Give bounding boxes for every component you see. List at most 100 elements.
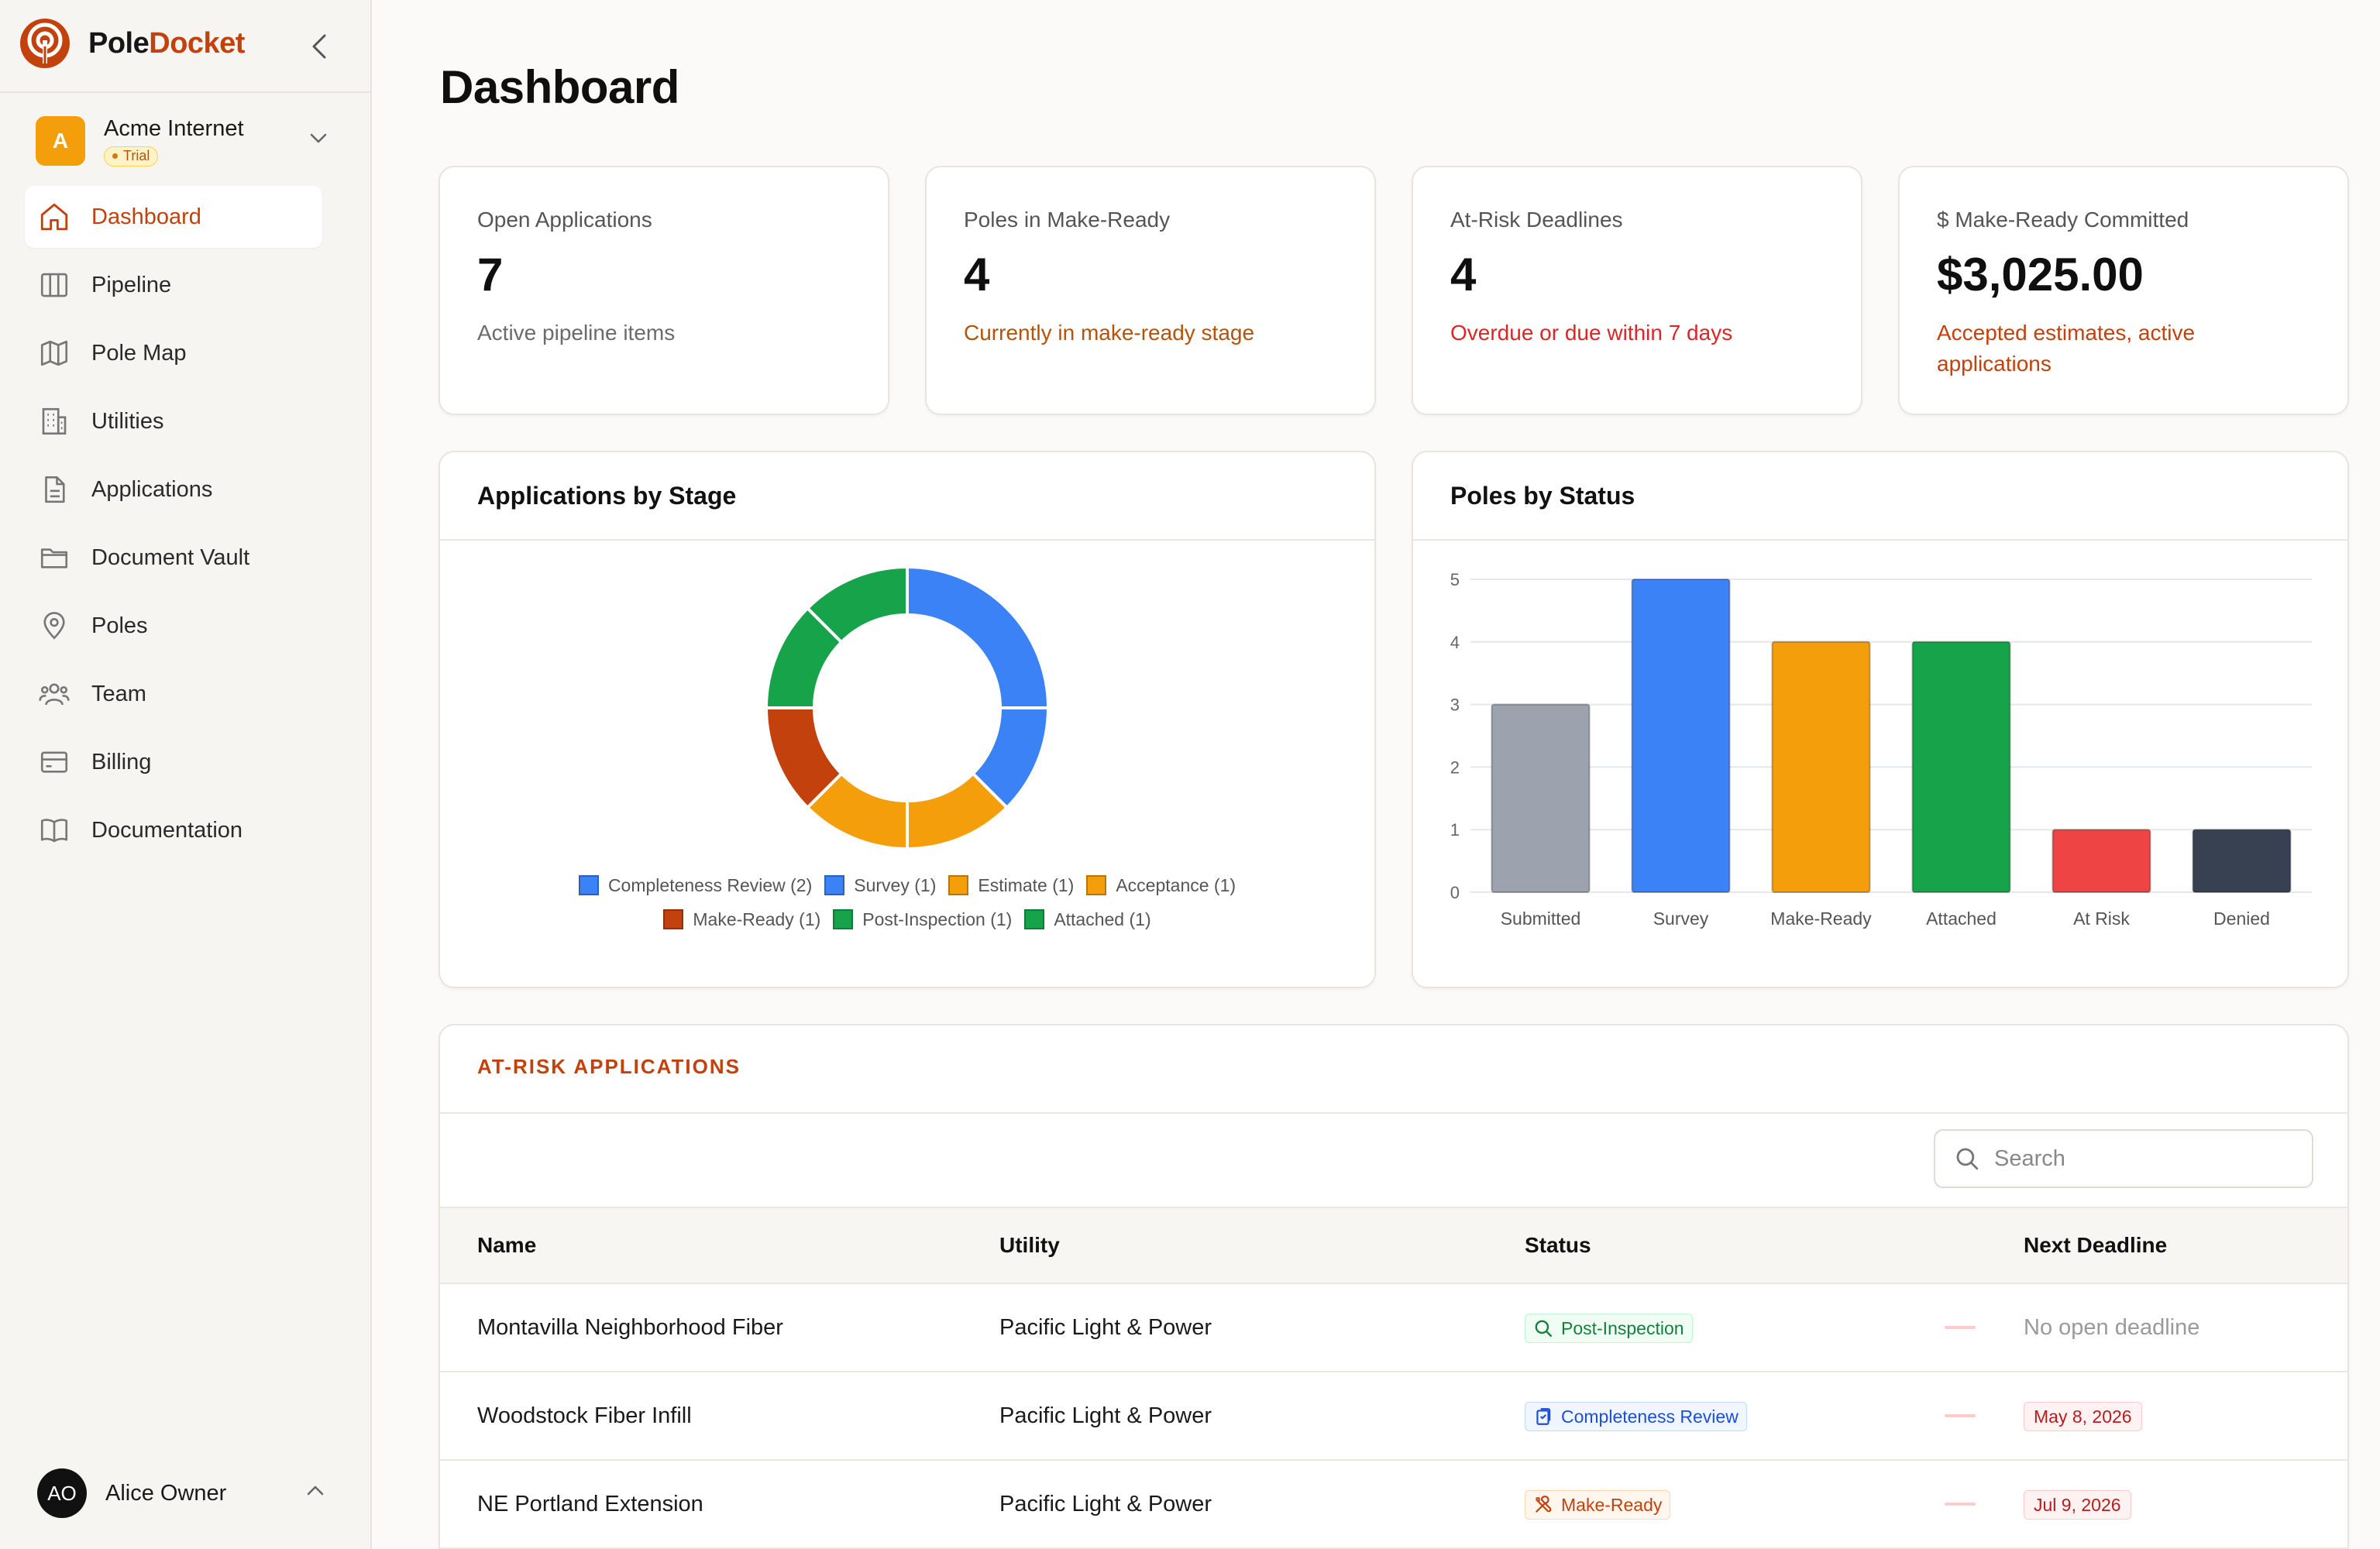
kpi-card-make-ready-committed: $ Make-Ready Committed $3,025.00 Accepte… xyxy=(1898,166,2349,415)
org-switcher[interactable]: A Acme Internet Trial xyxy=(36,113,346,169)
collapse-sidebar-button[interactable] xyxy=(304,31,335,62)
column-header-next-deadline[interactable]: Next Deadline xyxy=(2024,1233,2168,1257)
kpi-label: At-Risk Deadlines xyxy=(1450,208,1623,232)
legend-label: Attached (1) xyxy=(1054,908,1151,929)
x-tick-label: Survey xyxy=(1653,908,1709,929)
legend-item[interactable]: Make-Ready (1) xyxy=(663,906,820,932)
tools-icon xyxy=(1536,1496,1552,1513)
bar-make-ready[interactable] xyxy=(1771,641,1871,894)
x-tick-label: Denied xyxy=(2213,908,2270,929)
legend-item[interactable]: Estimate (1) xyxy=(948,872,1074,898)
cell-utility: Pacific Light & Power xyxy=(999,1492,1212,1516)
legend-label: Acceptance (1) xyxy=(1116,874,1236,895)
legend-label: Completeness Review (2) xyxy=(607,874,813,895)
sidebar: PoleDocket A Acme Internet Trial Dashboa… xyxy=(0,0,372,1549)
deadline-badge: Jul 9, 2026 xyxy=(2024,1490,2131,1520)
legend-item[interactable]: Completeness Review (2) xyxy=(578,872,813,898)
risk-indicator xyxy=(1945,1503,1976,1506)
search-icon xyxy=(1956,1148,1979,1170)
kpi-subtext: Active pipeline items xyxy=(477,321,676,345)
column-header-utility[interactable]: Utility xyxy=(999,1233,1060,1257)
user-menu[interactable]: AO Alice Owner xyxy=(37,1468,339,1518)
chevron-left-icon xyxy=(312,34,326,59)
sidebar-nav: Dashboard Pipeline Pole Map Utilities Ap… xyxy=(25,186,322,867)
y-tick-label: 5 xyxy=(1450,570,1460,589)
map-pin-icon xyxy=(37,609,71,643)
bar-attached[interactable] xyxy=(1911,641,2011,894)
legend-item[interactable]: Post-Inspection (1) xyxy=(833,906,1012,932)
brand[interactable]: PoleDocket xyxy=(19,15,245,71)
donut-slice-completeness-review[interactable] xyxy=(906,567,1051,709)
table-row[interactable]: NE Portland Extension Pacific Light & Po… xyxy=(440,1461,2347,1549)
nav-item-team[interactable]: Team xyxy=(25,663,322,725)
y-tick-label: 0 xyxy=(1450,883,1460,902)
kpi-label: $ Make-Ready Committed xyxy=(1937,208,2189,232)
poledocket-logo-icon xyxy=(20,19,70,68)
kpi-label: Open Applications xyxy=(477,208,652,232)
bar-submitted[interactable] xyxy=(1491,703,1591,893)
org-avatar: A xyxy=(36,116,85,166)
cell-utility: Pacific Light & Power xyxy=(999,1315,1212,1340)
kpi-value: 4 xyxy=(1450,249,1477,301)
y-tick-label: 1 xyxy=(1450,820,1460,840)
poles-by-status-panel: Poles by Status 0 1 2 3 4 5 Submitted Survey Mak… xyxy=(1412,451,2349,988)
file-text-icon xyxy=(37,472,71,507)
nav-item-dashboard[interactable]: Dashboard xyxy=(25,186,322,248)
bar-survey[interactable] xyxy=(1631,579,1731,893)
kpi-subtext: Currently in make-ready stage xyxy=(964,321,1255,345)
map-icon xyxy=(37,336,71,370)
kpi-value: $3,025.00 xyxy=(1937,249,2144,301)
clipboard-icon xyxy=(1536,1408,1551,1425)
y-tick-label: 2 xyxy=(1450,757,1460,777)
column-header-name[interactable]: Name xyxy=(477,1233,537,1257)
nav-item-applications[interactable]: Applications xyxy=(25,459,322,520)
x-tick-label: Make-Ready xyxy=(1770,908,1872,929)
users-icon xyxy=(37,677,71,711)
trial-badge: Trial xyxy=(104,146,159,167)
search-input[interactable] xyxy=(1994,1145,2289,1172)
deadline-badge: May 8, 2026 xyxy=(2024,1402,2142,1431)
x-tick-label: Attached xyxy=(1926,908,1997,929)
y-tick-label: 4 xyxy=(1450,633,1460,652)
legend-swatch xyxy=(824,875,845,895)
bar-denied[interactable] xyxy=(2192,829,2292,894)
chevron-down-icon xyxy=(310,133,327,143)
legend-swatch xyxy=(578,875,599,895)
search-icon xyxy=(1535,1320,1552,1337)
section-title: AT-RISK APPLICATIONS xyxy=(477,1055,741,1078)
table-row[interactable]: Woodstock Fiber Infill Pacific Light & P… xyxy=(440,1372,2347,1461)
legend-swatch xyxy=(948,875,969,895)
search-box[interactable] xyxy=(1934,1129,2313,1188)
nav-item-utilities[interactable]: Utilities xyxy=(25,390,322,452)
building-icon xyxy=(37,404,71,438)
org-name: Acme Internet xyxy=(104,115,244,141)
nav-item-billing[interactable]: Billing xyxy=(25,731,322,793)
kpi-card-open-applications: Open Applications 7 Active pipeline item… xyxy=(439,166,889,415)
table-row[interactable]: Montavilla Neighborhood Fiber Pacific Li… xyxy=(440,1284,2347,1372)
cell-name[interactable]: NE Portland Extension xyxy=(477,1492,703,1516)
column-header-status[interactable]: Status xyxy=(1525,1233,1591,1257)
cell-utility: Pacific Light & Power xyxy=(999,1403,1212,1428)
legend-item[interactable]: Acceptance (1) xyxy=(1086,872,1236,898)
stage-legend: Completeness Review (2) Survey (1) Estimat… xyxy=(440,872,1374,932)
sidebar-divider xyxy=(0,91,370,93)
donut-slice-attached[interactable] xyxy=(805,567,909,644)
legend-label: Survey (1) xyxy=(854,874,937,895)
applications-by-stage-panel: Applications by Stage Completeness Revie… xyxy=(439,451,1376,988)
cell-deadline: No open deadline xyxy=(2024,1315,2200,1340)
nav-item-documentation[interactable]: Documentation xyxy=(25,799,322,861)
nav-item-poles[interactable]: Poles xyxy=(25,595,322,657)
legend-item[interactable]: Attached (1) xyxy=(1024,906,1151,932)
nav-item-document-vault[interactable]: Document Vault xyxy=(25,527,322,589)
nav-item-pole-map[interactable]: Pole Map xyxy=(25,322,322,384)
cell-name[interactable]: Montavilla Neighborhood Fiber xyxy=(477,1315,783,1340)
credit-card-icon xyxy=(37,745,71,779)
home-icon xyxy=(37,200,71,234)
nav-item-pipeline[interactable]: Pipeline xyxy=(25,254,322,316)
legend-swatch xyxy=(833,909,854,929)
status-badge: Completeness Review xyxy=(1525,1402,1747,1431)
legend-item[interactable]: Survey (1) xyxy=(824,872,936,898)
bar-at-risk[interactable] xyxy=(2052,829,2151,894)
legend-label: Estimate (1) xyxy=(978,874,1075,895)
cell-name[interactable]: Woodstock Fiber Infill xyxy=(477,1403,692,1428)
